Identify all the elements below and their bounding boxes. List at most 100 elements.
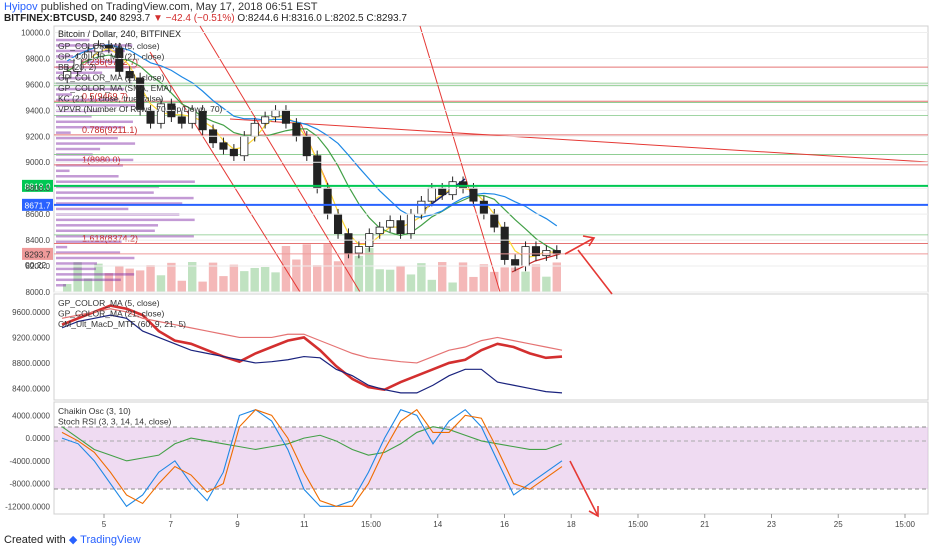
volume-profile-row [56,180,195,183]
price-pane[interactable] [53,25,929,293]
volume-bar [313,265,322,292]
osc-indicator-labels: Chaikin Osc (3, 10)Stoch RSI (3, 3, 14, … [58,406,172,427]
volume-bar [198,281,207,292]
osc-tick-label: -4000.0000 [10,457,51,466]
volume-profile-row [56,136,118,140]
volume-bar [333,261,343,292]
volume-bar [250,267,259,292]
osc-tick-label: 0.0000 [26,434,51,443]
ma-indicator-label: GP_COLOR_MA (5, close) [58,298,160,308]
volume-bar [469,276,478,292]
price-flag-label: 8671.7 [25,200,51,210]
ma-series-line [61,314,563,394]
volume-profile-row [56,147,101,151]
candle-body [156,103,166,124]
candle-body [250,122,259,137]
osc-axis: 4000.0000 0.0000 -4000.0000 -8000.0000 -1200… [5,411,50,511]
time-tick-label: 15:00 [895,520,916,529]
volume-bar [323,244,332,292]
ma-tick-label: 9200.0000 [12,333,50,342]
volume-bar [219,276,228,292]
ma-series-line [61,308,563,364]
price-indicator-label: GP_COLOR_MA (5, close) [58,41,160,51]
volume-profile-row [56,49,125,53]
volume-profile-row [56,229,155,233]
volume-bar [354,255,364,292]
candle-body [521,246,530,267]
time-tick-label: 16 [500,520,509,529]
volume-bar [146,265,155,292]
volume-bar [177,280,186,292]
volume-bar [94,263,103,292]
price-indicator-labels: Bitcoin / Dollar, 240, BITFINEX GP_COLOR_… [58,29,223,114]
candle-body [302,135,311,157]
trend-lines [66,25,929,293]
price-indicator-label: GP_COLOR_MA (21, close) [58,52,164,62]
candle-body [427,187,436,202]
candle-body [271,109,280,118]
volume-profile-row [56,164,123,167]
candle-body [333,213,343,235]
volume-profile-row [56,284,66,287]
osc-indicator-label: Chaikin Osc (3, 10) [58,406,131,416]
time-tick-label: 18 [567,520,576,529]
volume-profile-row [56,224,159,227]
candle-body [292,122,301,137]
countdown-label: 00:22 [25,260,47,270]
candle-body [396,220,405,235]
tradingview-logo-icon: ◆ [68,534,78,546]
volume-bar [115,266,124,292]
candle-body [552,250,561,255]
volume-profile-row [56,169,70,173]
candle-body [229,148,238,157]
candle-body [115,47,124,72]
volume-profile-row [56,256,135,260]
candle-body [261,116,270,124]
volume-bar [542,276,551,292]
volume-bar [260,266,270,292]
ma-lines [61,304,563,394]
price-flag-label: 8818.0 [25,181,51,191]
author-link[interactable]: Hyipov [4,1,38,13]
volume-profile-row [56,76,91,80]
trend-line [199,25,361,293]
candle-body [438,187,447,196]
volume-bar [490,271,499,292]
footer: Created with ◆ TradingView [4,533,141,546]
volume-profile-row [56,104,136,107]
price-tick-label: 9400.0 [26,106,51,115]
volume-bar [427,279,436,292]
trend-line [149,51,301,293]
volume-bar [125,268,134,292]
candle-body [313,155,322,189]
time-tick-label: 25 [834,520,843,529]
candle-body [375,226,384,235]
price-tick-label: 8400.0 [26,236,51,245]
volume-profile-row [56,82,133,85]
volume-profile-row [56,55,74,58]
volume-profile-row [56,191,154,194]
candle-body [125,71,134,79]
volume-bar [448,282,457,292]
volume-profile-row [56,44,133,47]
symbol-label: BITFINEX:BTCUSD, 240 [4,13,117,24]
tradingview-brand[interactable]: TradingView [80,534,141,546]
price-tick-label: 10000.0 [21,28,50,37]
volume-bar [344,245,353,292]
projection-arrows [564,235,613,518]
osc-series-line [61,408,563,507]
chart-canvas[interactable]: 0.236(9732.7) 0.5(9469.7) 0.786(9211.1) 1(8… [0,24,932,544]
volume-bar [135,270,145,292]
volume-profile-row [56,240,122,243]
candle-body [386,220,395,228]
time-axis: 5 7 9 11 15:00 14 16 18 15:00 21 23 25 15:00 [102,514,916,529]
price-flag-box [22,247,53,260]
fib-level-label: 0.786(9211.1) [82,125,137,135]
volume-bar [271,272,280,292]
volume-bar [531,264,541,292]
candle-body [219,142,228,150]
time-tick-label: 15:00 [361,520,382,529]
time-tick-label: 14 [433,520,442,529]
volume-profile-row [56,196,194,200]
candle-body [490,213,499,228]
